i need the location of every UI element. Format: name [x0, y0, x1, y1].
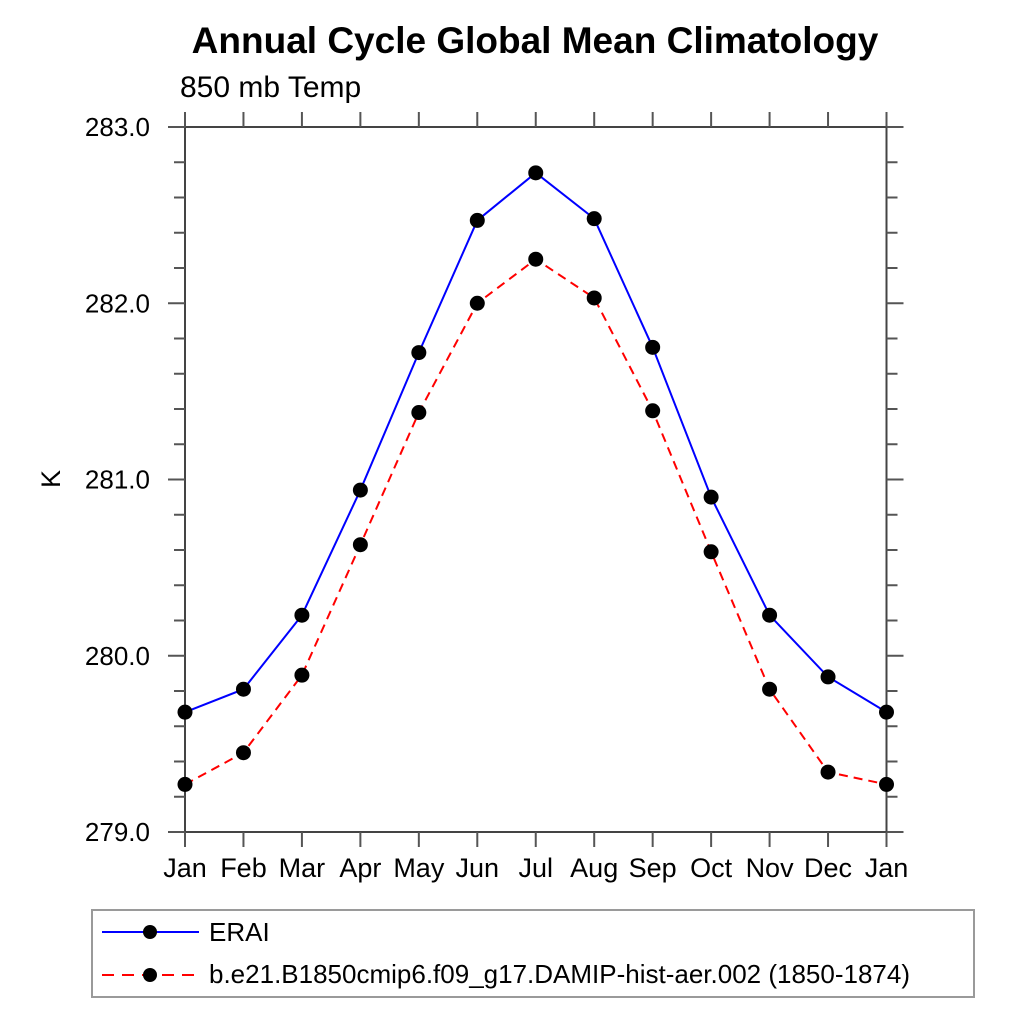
- data-point-marker: [235, 681, 251, 697]
- legend-label-erai: ERAI: [209, 916, 270, 947]
- data-point-marker: [411, 345, 427, 361]
- data-point-marker: [879, 776, 894, 792]
- legend-marker-dot: [143, 967, 157, 982]
- data-point-marker: [294, 667, 310, 683]
- x-tick-label: May: [393, 853, 445, 883]
- legend-line-sample-dashed: [102, 967, 199, 982]
- legend-marker-dot: [143, 925, 157, 940]
- x-tick-label: Mar: [279, 853, 326, 883]
- data-point-marker: [762, 681, 778, 697]
- legend-line-sample-solid: [102, 925, 199, 940]
- x-tick-label: Jan: [163, 853, 207, 883]
- y-tick-label: 282.0: [85, 288, 150, 318]
- plot-frame: [184, 126, 888, 833]
- data-point-marker: [411, 405, 427, 421]
- x-tick-label: Jul: [518, 853, 553, 883]
- chart-subtitle: 850 mb Temp: [180, 71, 362, 104]
- x-tick-label: Sep: [629, 853, 677, 883]
- x-tick-label: Dec: [804, 853, 852, 883]
- chart-title: Annual Cycle Global Mean Climatology: [191, 20, 879, 61]
- data-point-marker: [528, 165, 544, 181]
- data-point-marker: [469, 212, 485, 228]
- legend: ERAI b.e21.B1850cmip6.f09_g17.DAMIP-hist…: [91, 909, 975, 998]
- x-tick-label: Aug: [570, 853, 618, 883]
- y-tick-label: 281.0: [85, 465, 150, 495]
- data-point-marker: [469, 295, 485, 311]
- x-tick-label: Oct: [690, 853, 733, 883]
- data-point-marker: [879, 704, 894, 720]
- x-tick-label: Nov: [746, 853, 795, 883]
- data-point-marker: [703, 489, 719, 505]
- data-point-marker: [820, 669, 836, 685]
- x-tick-label: Jan: [865, 853, 909, 883]
- data-point-marker: [762, 607, 778, 623]
- data-point-marker: [586, 290, 602, 306]
- y-tick-label: 283.0: [85, 112, 150, 142]
- data-point-marker: [645, 339, 661, 355]
- data-point-marker: [820, 764, 836, 780]
- data-point-marker: [645, 403, 661, 419]
- x-tick-label: Jun: [456, 853, 500, 883]
- data-point-marker: [177, 704, 193, 720]
- data-point-marker: [177, 776, 193, 792]
- legend-item-erai: ERAI: [98, 911, 973, 954]
- y-tick-label: 279.0: [85, 817, 150, 847]
- x-tick-label: Apr: [339, 853, 381, 883]
- y-tick-label: 280.0: [85, 641, 150, 671]
- legend-label-model: b.e21.B1850cmip6.f09_g17.DAMIP-hist-aer.…: [209, 959, 910, 990]
- legend-item-model: b.e21.B1850cmip6.f09_g17.DAMIP-hist-aer.…: [98, 954, 973, 997]
- series-line-1: [184, 257, 887, 786]
- x-tick-label: Feb: [220, 853, 267, 883]
- data-point-marker: [703, 544, 719, 560]
- data-point-marker: [352, 537, 368, 553]
- data-point-marker: [586, 211, 602, 227]
- data-point-marker: [294, 607, 310, 623]
- data-point-marker: [235, 745, 251, 761]
- data-point-marker: [352, 482, 368, 498]
- data-point-marker: [528, 251, 544, 267]
